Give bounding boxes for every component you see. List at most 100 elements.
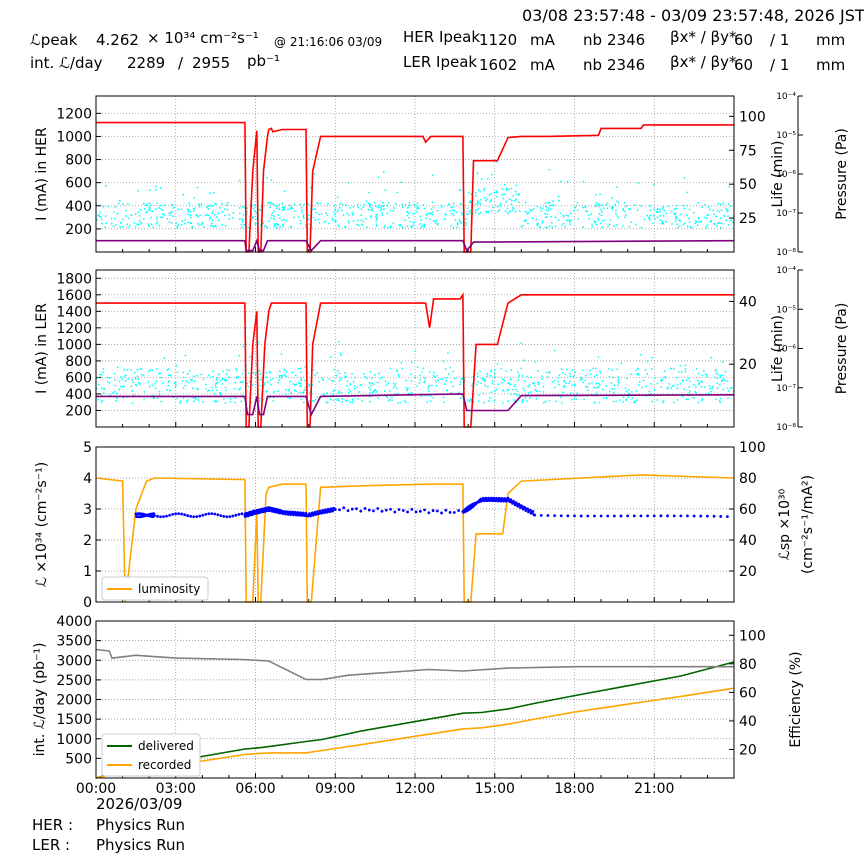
lifetime-point bbox=[564, 225, 567, 228]
lifetime-point bbox=[584, 374, 587, 377]
lifetime-point bbox=[217, 373, 220, 375]
lifetime-point bbox=[445, 379, 447, 382]
lifetime-point bbox=[335, 399, 338, 401]
lifetime-point bbox=[278, 375, 281, 377]
lifetime-point bbox=[374, 388, 377, 391]
lifetime-point bbox=[304, 386, 307, 389]
lifetime-point bbox=[333, 389, 336, 391]
lifetime-point bbox=[676, 223, 679, 226]
lifetime-point bbox=[717, 202, 720, 205]
lifetime-point bbox=[456, 226, 459, 229]
lifetime-point bbox=[600, 214, 603, 217]
lifetime-point bbox=[276, 226, 278, 229]
lifetime-point bbox=[665, 212, 668, 215]
lifetime-point bbox=[497, 383, 500, 386]
lifetime-point bbox=[486, 198, 488, 200]
lifetime-point bbox=[467, 399, 469, 402]
lifetime-point bbox=[513, 385, 516, 388]
lifetime-point bbox=[133, 371, 136, 374]
lifetime-point bbox=[140, 222, 142, 225]
lifetime-point bbox=[563, 385, 566, 387]
lifetime-point bbox=[582, 226, 585, 228]
lifetime-point bbox=[308, 223, 311, 225]
lifetime-point bbox=[495, 195, 498, 198]
lifetime-point bbox=[704, 386, 706, 388]
lifetime-point bbox=[97, 398, 100, 401]
lifetime-point bbox=[687, 377, 690, 380]
panel-frame bbox=[95, 269, 735, 428]
lifetime-point bbox=[404, 219, 407, 222]
lifetime-point bbox=[331, 219, 334, 222]
ler-beta-unit: mm bbox=[816, 56, 846, 74]
lifetime-point bbox=[118, 388, 121, 391]
lifetime-point bbox=[496, 362, 499, 365]
lifetime-point bbox=[518, 201, 521, 203]
lifetime-point bbox=[270, 214, 273, 217]
lifetime-point bbox=[611, 197, 614, 199]
y-tick-label: 1 bbox=[83, 564, 92, 580]
lifetime-point bbox=[724, 379, 727, 382]
lifetime-point bbox=[524, 201, 527, 204]
lifetime-point bbox=[610, 382, 613, 384]
lifetime-point bbox=[707, 213, 710, 216]
lifetime-point bbox=[146, 210, 149, 213]
lifetime-point bbox=[670, 210, 673, 213]
lifetime-point bbox=[170, 203, 173, 206]
lifetime-point bbox=[299, 203, 301, 206]
lifetime-point bbox=[513, 399, 516, 402]
lifetime-point bbox=[211, 219, 214, 222]
lifetime-point bbox=[98, 214, 101, 216]
specific-lumi-point bbox=[502, 499, 506, 503]
lifetime-point bbox=[427, 387, 430, 390]
specific-lumi-point bbox=[699, 514, 703, 518]
lifetime-point bbox=[182, 396, 185, 399]
lifetime-point bbox=[715, 372, 718, 375]
lifetime-point bbox=[323, 221, 325, 224]
lifetime-point bbox=[478, 394, 481, 397]
x-tick-label: 06:00 bbox=[235, 781, 275, 797]
lifetime-point bbox=[213, 225, 216, 228]
lifetime-point bbox=[479, 211, 482, 214]
lifetime-point bbox=[384, 224, 386, 227]
lifetime-point bbox=[314, 219, 317, 221]
lifetime-point bbox=[562, 215, 565, 218]
lifetime-point bbox=[583, 398, 585, 401]
lifetime-point bbox=[474, 211, 477, 214]
lifetime-point bbox=[198, 203, 200, 206]
lifetime-point bbox=[562, 214, 565, 217]
lifetime-point bbox=[521, 401, 524, 404]
lifetime-point bbox=[413, 221, 416, 223]
lifetime-point bbox=[432, 374, 435, 377]
lifetime-point bbox=[678, 371, 680, 373]
lifetime-point bbox=[591, 223, 593, 226]
lifetime-point bbox=[524, 396, 527, 399]
lifetime-point bbox=[140, 373, 143, 376]
specific-lumi-point bbox=[435, 509, 439, 513]
lifetime-point bbox=[147, 370, 150, 373]
lifetime-point bbox=[181, 380, 184, 382]
lifetime-point bbox=[349, 206, 352, 209]
lifetime-point bbox=[686, 204, 689, 207]
lifetime-point bbox=[104, 184, 107, 187]
lifetime-point bbox=[569, 392, 572, 395]
lifetime-point bbox=[149, 368, 151, 371]
lifetime-point bbox=[468, 212, 471, 214]
lifetime-point bbox=[649, 205, 652, 207]
lifetime-point bbox=[206, 213, 209, 216]
lifetime-point bbox=[377, 176, 380, 179]
lifetime-point bbox=[397, 373, 400, 376]
lifetime-point bbox=[194, 214, 197, 217]
lifetime-point bbox=[182, 193, 185, 196]
lifetime-point bbox=[102, 371, 104, 374]
lifetime-point bbox=[623, 201, 626, 204]
y-tick-label: 3 bbox=[83, 502, 92, 518]
lifetime-point bbox=[182, 371, 185, 374]
lifetime-point bbox=[642, 379, 645, 382]
x-tick-label: 18:00 bbox=[554, 781, 594, 797]
y2-tick-label: 100 bbox=[739, 440, 766, 456]
lifetime-point bbox=[356, 386, 358, 389]
lifetime-point bbox=[701, 397, 703, 400]
lifetime-point bbox=[279, 374, 282, 377]
lifetime-point bbox=[451, 212, 454, 215]
panel-frame bbox=[95, 620, 735, 779]
